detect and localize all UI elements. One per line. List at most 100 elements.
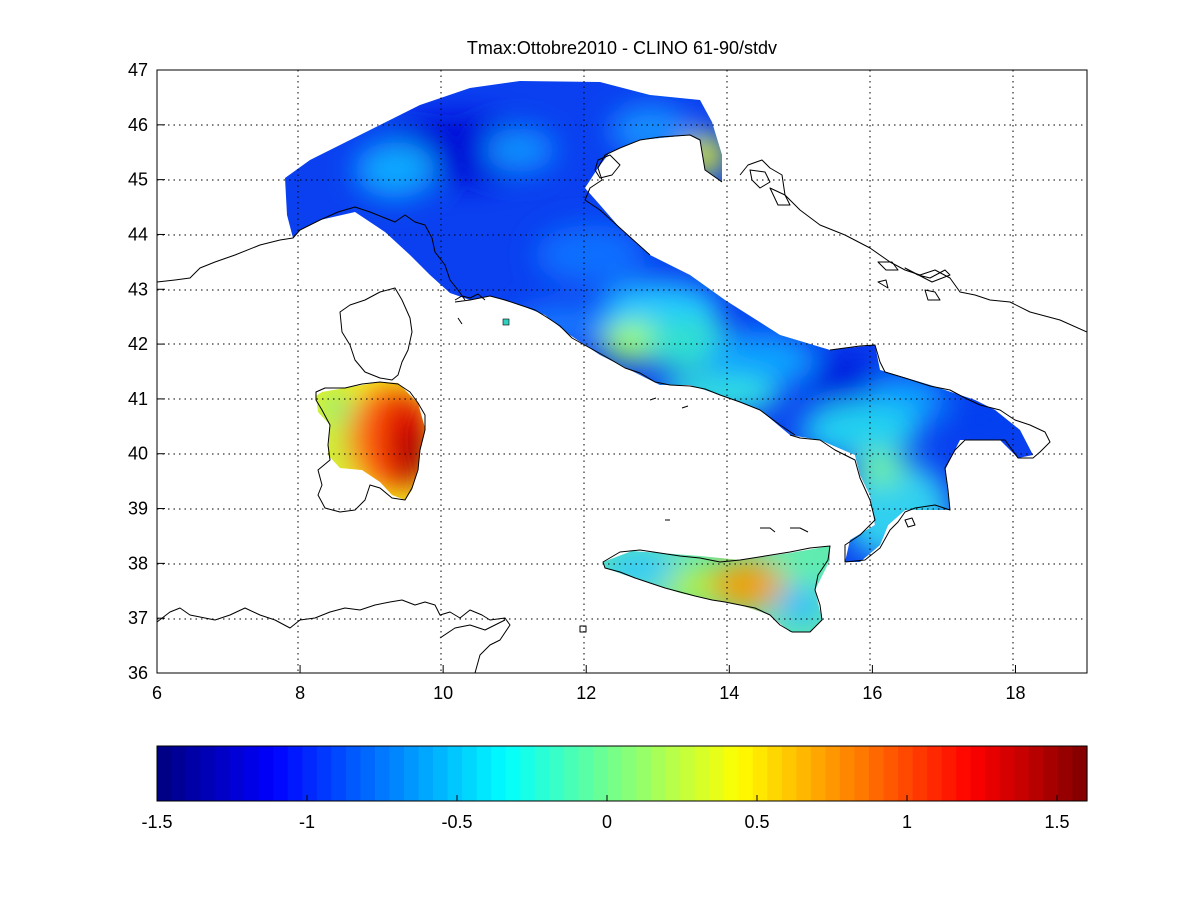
x-tick-label: 12 (576, 683, 596, 703)
y-tick-label: 41 (128, 389, 148, 409)
colorbar-cell (839, 746, 856, 801)
colorbar-cell (520, 746, 536, 801)
colorbar-cell (244, 746, 260, 801)
coastline-gargano (789, 344, 1051, 563)
x-tick-label: 14 (719, 683, 739, 703)
colorbar-cell (622, 746, 638, 801)
colorbar-cell (970, 746, 986, 801)
y-tick-label: 36 (128, 663, 148, 683)
coastline-corsica (339, 287, 413, 381)
colorbar-cell (825, 746, 841, 801)
colorbar-cell (767, 746, 783, 801)
colorbar-cells (157, 746, 1088, 801)
y-tick-label: 47 (128, 60, 148, 80)
y-tick-label: 44 (128, 224, 148, 244)
x-tick-labels: 6 8 10 12 14 16 18 (152, 665, 1025, 703)
coastline-balkan (739, 159, 1087, 333)
coastline-ligurian-france (157, 206, 466, 301)
y-tick-labels: 36 37 38 39 40 41 42 43 44 45 46 47 (128, 60, 165, 683)
colorbar-cell (258, 746, 274, 801)
colorbar-cell (607, 746, 623, 801)
coastline-gulf-taranto (760, 527, 809, 533)
colorbar-frame (156, 745, 1088, 802)
colorbar-cell (709, 746, 725, 801)
colorbar-cell (345, 746, 362, 801)
colorbar-cell (999, 746, 1015, 801)
colorbar-cell (287, 746, 303, 801)
y-tick-label: 45 (128, 170, 148, 190)
coastline-north-africa (157, 599, 511, 673)
colorbar-cell (462, 746, 478, 801)
coastline-islets (457, 317, 916, 633)
colorbar-tick-label: 1.5 (1044, 812, 1069, 832)
colorbar-cell (898, 746, 914, 801)
coastline-cap-bon (439, 619, 506, 639)
colorbar-cell (418, 746, 434, 801)
x-tick-label: 8 (295, 683, 305, 703)
y-tick-label: 39 (128, 499, 148, 519)
x-tick-label: 18 (1005, 683, 1025, 703)
colorbar-cell (912, 746, 928, 801)
y-tick-label: 43 (128, 279, 148, 299)
colorbar-cell (1043, 746, 1059, 801)
colorbar-cell (956, 746, 972, 801)
x-tick-label: 6 (152, 683, 162, 703)
colorbar: -1.5 -1 -0.5 0 0.5 1 1.5 (141, 745, 1088, 832)
y-tick-label: 42 (128, 334, 148, 354)
colorbar-cell (578, 746, 594, 801)
colorbar-cell (157, 746, 173, 801)
x-tick-label: 16 (862, 683, 882, 703)
colorbar-cell (854, 746, 870, 801)
colorbar-cell (433, 746, 449, 801)
colorbar-cell (781, 746, 797, 801)
colorbar-tick-label: -1.5 (141, 812, 172, 832)
coastline-sardinia (315, 381, 426, 513)
colorbar-cell (738, 746, 754, 801)
coastline-adriatic (584, 134, 723, 256)
colorbar-cell (723, 746, 739, 801)
colorbar-tick-label: -1 (299, 812, 315, 832)
y-tick-label: 40 (128, 444, 148, 464)
colorbar-cell (1072, 746, 1088, 801)
colorbar-cell (592, 746, 609, 801)
coastline-croatian-islands (749, 169, 951, 301)
colorbar-cell (651, 746, 667, 801)
chart-title: Tmax:Ottobre2010 - CLINO 61-90/stdv (467, 38, 777, 58)
colorbar-cell (796, 746, 812, 801)
colorbar-tick-labels: -1.5 -1 -0.5 0 0.5 1 1.5 (141, 795, 1070, 832)
colorbar-cell (404, 746, 420, 801)
colorbar-cell (883, 746, 899, 801)
colorbar-cell (374, 746, 391, 801)
colorbar-cell (680, 746, 696, 801)
colorbar-cell (563, 746, 580, 801)
colorbar-tick-label: 1 (902, 812, 912, 832)
colorbar-cell (389, 746, 405, 801)
colorbar-cell (273, 746, 289, 801)
colorbar-cell (316, 746, 332, 801)
colorbar-cell (505, 746, 521, 801)
colorbar-cell (752, 746, 768, 801)
x-tick-label: 10 (433, 683, 453, 703)
colorbar-cell (985, 746, 1001, 801)
colorbar-cell (1014, 746, 1030, 801)
colorbar-cell (331, 746, 347, 801)
colorbar-tick-label: -0.5 (441, 812, 472, 832)
colorbar-cell (215, 746, 231, 801)
y-tick-label: 38 (128, 553, 148, 573)
grid-lines (157, 70, 1087, 673)
colorbar-cell (1028, 746, 1045, 801)
coastline-elba (454, 293, 486, 301)
colorbar-cell (810, 746, 827, 801)
colorbar-cell (302, 746, 318, 801)
elba-cell (502, 318, 510, 326)
colorbar-cell (1057, 746, 1074, 801)
y-tick-label: 37 (128, 608, 148, 628)
colorbar-cell (636, 746, 652, 801)
colorbar-cell (694, 746, 710, 801)
colorbar-cell (186, 746, 202, 801)
colorbar-cell (549, 746, 565, 801)
colorbar-cell (360, 746, 376, 801)
colorbar-cell (665, 746, 681, 801)
coastline (157, 134, 1087, 673)
